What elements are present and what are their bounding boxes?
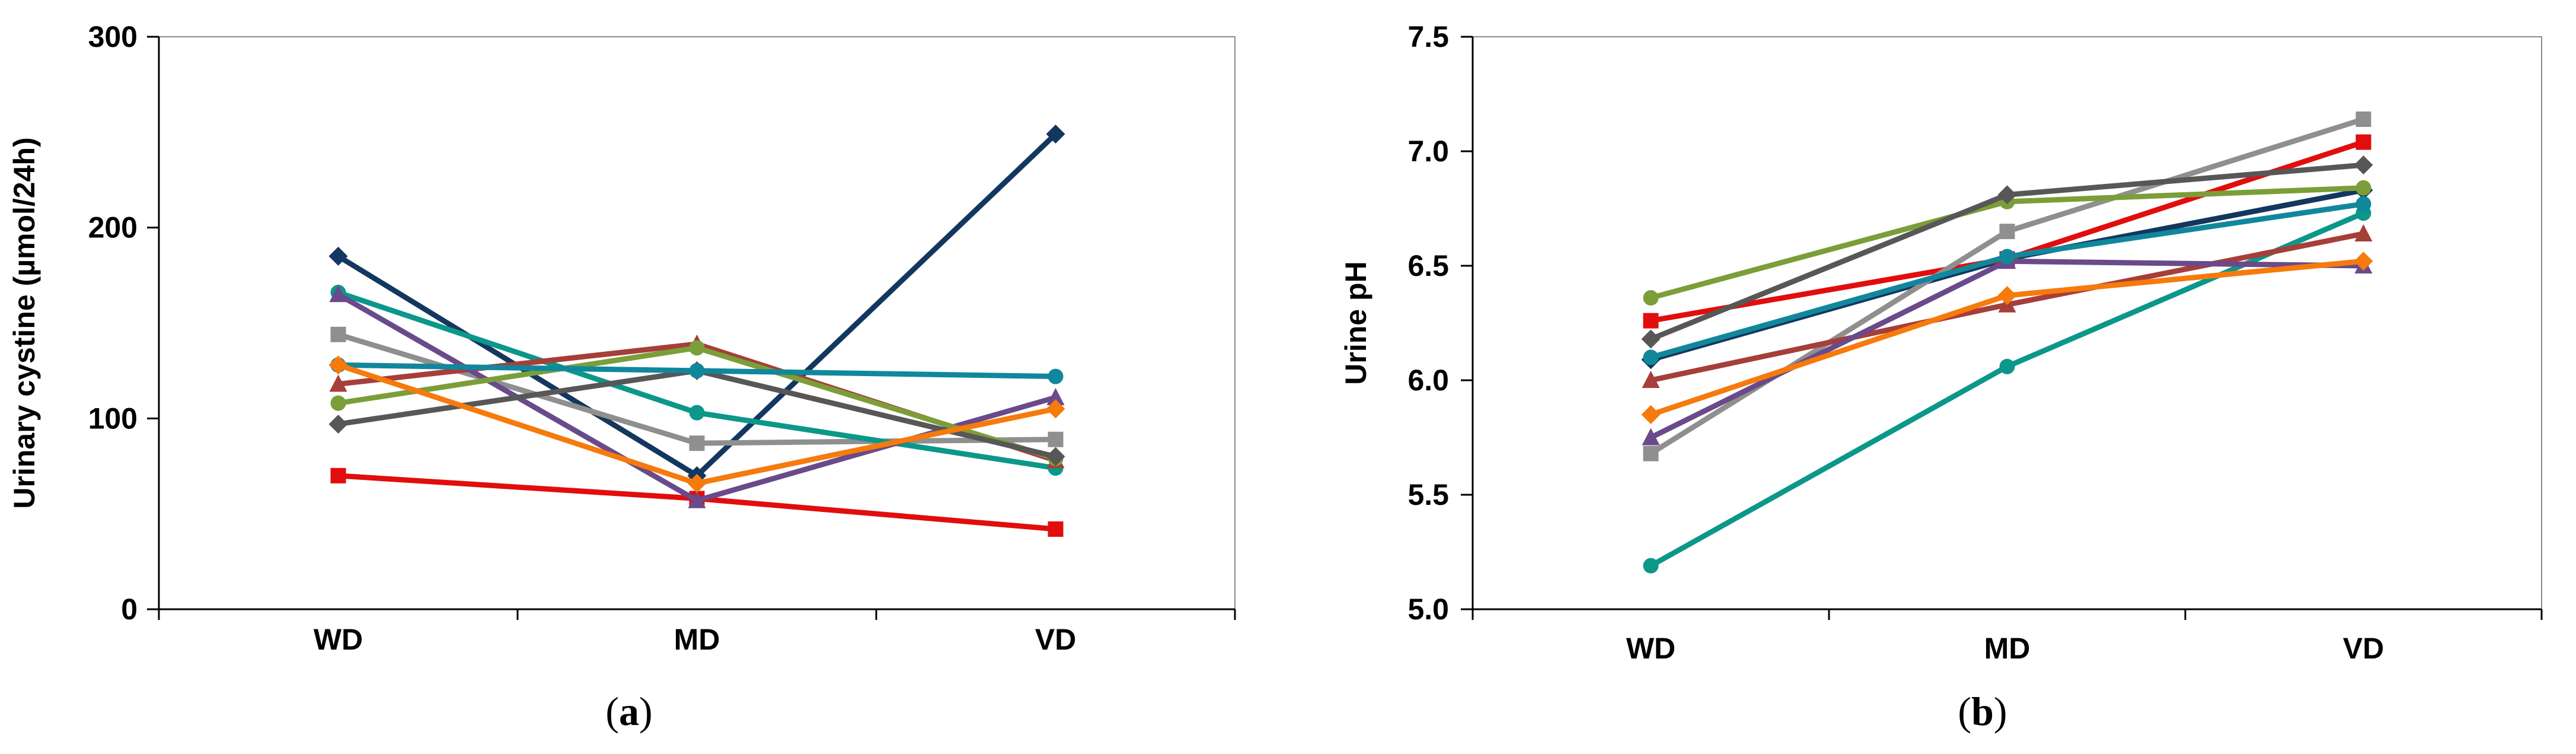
- data-point-circle: [1643, 290, 1659, 306]
- series-group: [1641, 252, 2373, 424]
- data-point-triangle: [2354, 224, 2373, 241]
- data-point-circle: [2355, 196, 2371, 212]
- data-point-circle: [1048, 368, 1064, 384]
- data-point-circle: [689, 340, 705, 356]
- y-tick-label: 100: [88, 402, 138, 435]
- y-axis-title: Urinary cystine (µmol/24h): [8, 137, 41, 508]
- data-point-triangle: [1642, 428, 1660, 446]
- y-tick-label: 6.5: [1407, 249, 1449, 282]
- caption-close-paren: ): [639, 689, 653, 734]
- data-point-square: [1999, 224, 2015, 240]
- data-point-square: [330, 467, 346, 483]
- data-point-circle: [689, 362, 705, 378]
- data-point-circle: [1999, 358, 2015, 374]
- y-axis-title: Urine pH: [1339, 261, 1372, 384]
- data-point-diamond: [2354, 155, 2373, 175]
- data-point-diamond: [1997, 185, 2017, 205]
- chart-b-svg: 5.0 5.5 6.0 6.5 7.0 7.5 WD MD VD Urine pH (b): [1339, 20, 2543, 734]
- data-point-square: [2355, 134, 2371, 150]
- data-point-triangle: [688, 491, 706, 508]
- data-point-diamond: [1641, 405, 1661, 424]
- x-tick-label: WD: [1626, 632, 1675, 665]
- data-point-circle: [689, 405, 705, 421]
- x-tick-label: WD: [314, 623, 363, 656]
- data-point-square: [1643, 313, 1659, 329]
- caption-open-paren: (: [605, 689, 619, 734]
- series-line: [1648, 258, 2366, 418]
- y-tick-label: 200: [88, 211, 138, 244]
- data-point-diamond: [1046, 125, 1065, 144]
- x-tick-label: MD: [674, 623, 720, 656]
- data-point-circle: [1643, 349, 1659, 365]
- series-group: [1643, 196, 2371, 365]
- data-point-circle: [2355, 180, 2371, 196]
- y-tick-label: 7.5: [1407, 20, 1449, 53]
- series-group: [328, 355, 1065, 493]
- data-point-diamond: [1641, 329, 1661, 349]
- x-tick-label: VD: [1035, 623, 1076, 656]
- panel-caption: (b): [1958, 689, 2007, 734]
- y-tick-label: 300: [88, 20, 138, 53]
- series-group: [1642, 252, 2373, 446]
- series-line: [1648, 187, 2366, 362]
- caption-letter: a: [619, 689, 639, 734]
- data-point-triangle: [1642, 371, 1660, 388]
- data-point-triangle: [329, 285, 347, 303]
- data-point-circle: [1999, 249, 2015, 265]
- chart-panel-b: 5.0 5.5 6.0 6.5 7.0 7.5 WD MD VD Urine pH (b): [1288, 0, 2575, 754]
- data-point-circle: [330, 395, 346, 411]
- x-tick-label: VD: [2343, 632, 2384, 665]
- x-tick-label: MD: [1984, 632, 2031, 665]
- series-group: [1641, 155, 2373, 349]
- data-point-diamond: [1997, 286, 2017, 306]
- data-point-triangle: [1046, 387, 1065, 405]
- caption-open-paren: (: [1958, 689, 1971, 734]
- data-point-square: [1048, 431, 1064, 447]
- caption-letter: b: [1971, 689, 1994, 734]
- data-point-square: [689, 435, 705, 451]
- data-point-diamond: [328, 355, 348, 375]
- chart-panel-a: 0 100 200 300 WD MD VD Urinary cystine (µmol/24…: [8, 20, 1236, 734]
- data-point-diamond: [1046, 399, 1065, 419]
- data-point-triangle: [329, 374, 347, 392]
- plot-area: [158, 36, 1236, 610]
- y-tick-label: 0: [121, 593, 138, 626]
- data-point-diamond: [687, 473, 707, 493]
- data-point-diamond: [2354, 252, 2373, 271]
- y-tick-label: 5.0: [1407, 593, 1449, 626]
- y-tick-label: 7.0: [1407, 135, 1449, 168]
- data-point-diamond: [328, 414, 348, 434]
- data-point-square: [1643, 446, 1659, 462]
- data-point-circle: [1643, 558, 1659, 574]
- caption-close-paren: ): [1994, 689, 2007, 734]
- y-tick-label: 6.0: [1407, 364, 1449, 397]
- panel-caption: (a): [605, 689, 652, 734]
- y-tick-label: 5.5: [1407, 478, 1449, 511]
- data-point-diamond: [328, 246, 348, 266]
- chart-a-svg: 0 100 200 300 WD MD VD Urinary cystine (µmol/24…: [8, 20, 1236, 734]
- data-point-diamond: [1046, 447, 1065, 466]
- data-point-square: [330, 326, 346, 342]
- data-point-square: [1048, 521, 1064, 537]
- data-point-square: [2355, 111, 2371, 127]
- plot-area: [1472, 36, 2542, 610]
